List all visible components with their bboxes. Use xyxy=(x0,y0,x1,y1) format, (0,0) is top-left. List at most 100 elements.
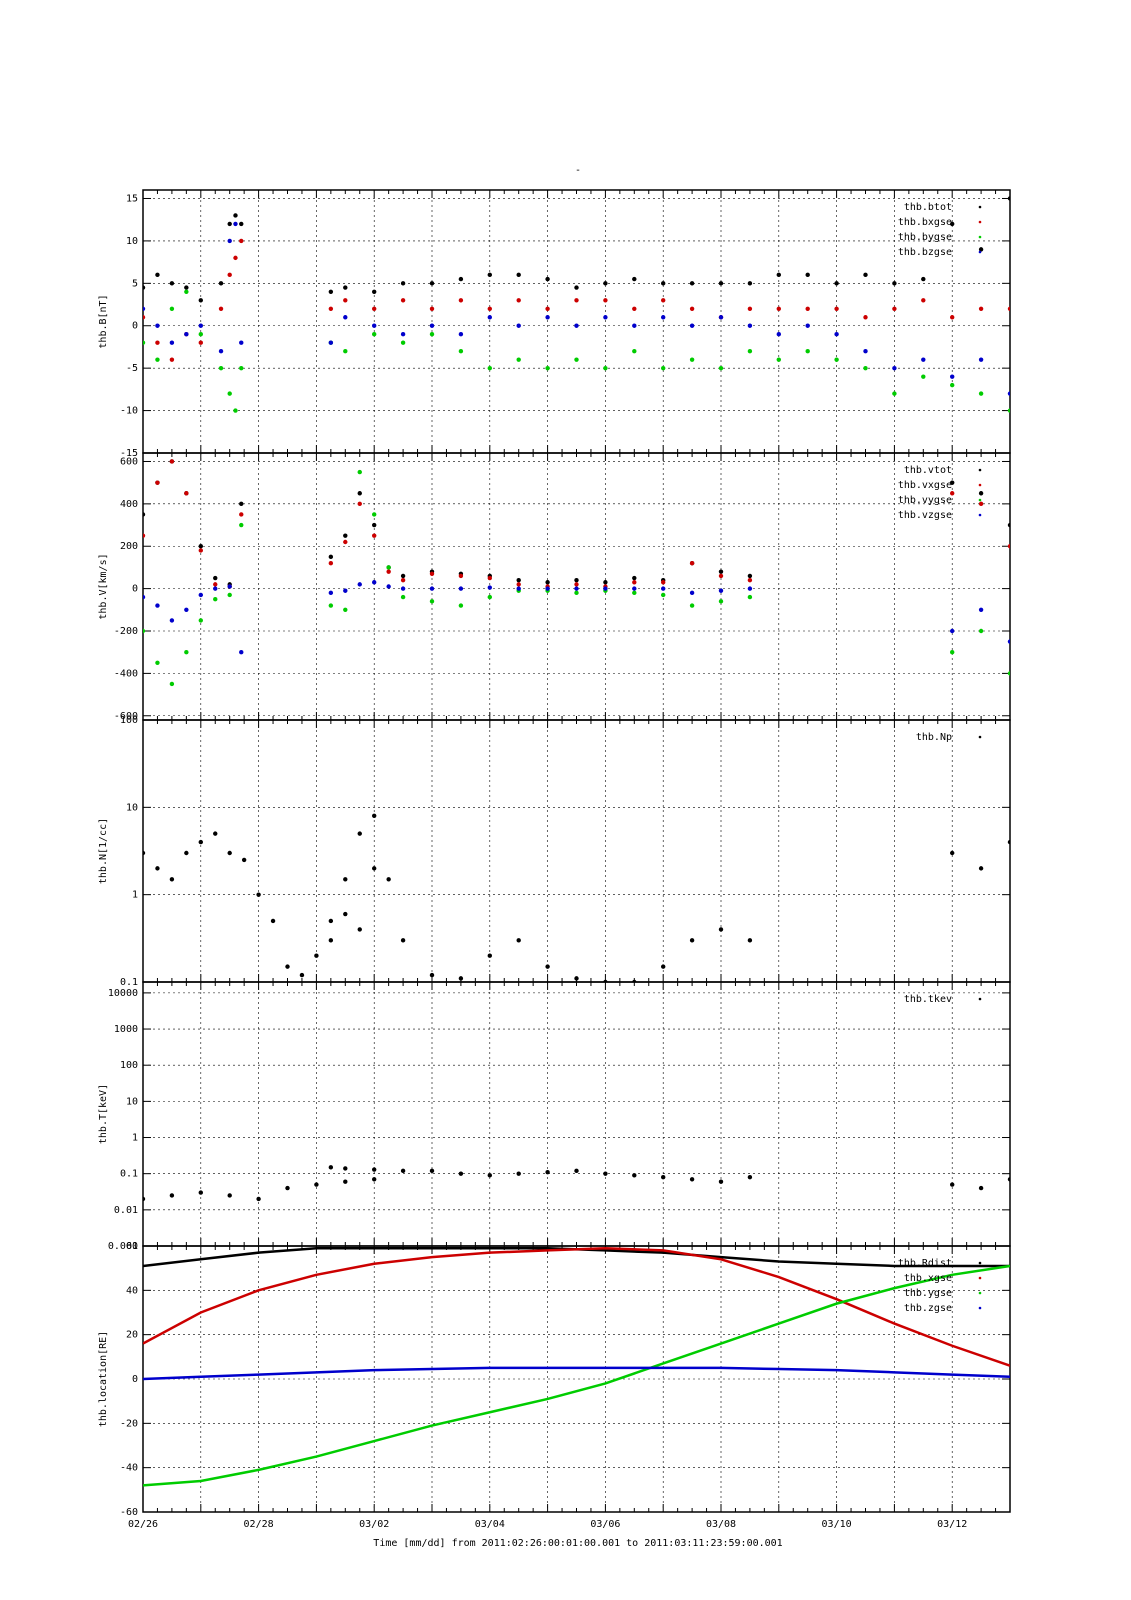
data-point xyxy=(143,512,146,517)
data-point xyxy=(155,866,160,871)
data-point xyxy=(169,681,175,687)
legend-label: thb.bzgse xyxy=(898,247,952,258)
data-point xyxy=(458,976,464,981)
legend-marker xyxy=(978,483,982,487)
data-point xyxy=(343,877,348,882)
data-point xyxy=(950,315,955,320)
data-point xyxy=(805,348,810,354)
data-point xyxy=(184,850,189,856)
data-point xyxy=(718,281,724,286)
data-point xyxy=(632,590,637,596)
data-point xyxy=(632,1173,637,1178)
data-point xyxy=(400,938,406,943)
y-tick-label: 20 xyxy=(126,1330,138,1341)
data-point xyxy=(487,585,492,590)
y-tick-label: 60 xyxy=(126,1241,138,1252)
data-point xyxy=(747,306,753,311)
y-tick-label: 0.01 xyxy=(114,1205,138,1216)
data-point xyxy=(458,1171,464,1176)
data-point xyxy=(863,272,868,278)
legend-marker xyxy=(978,1291,982,1295)
data-point xyxy=(574,298,579,303)
data-point xyxy=(198,548,203,553)
y-tick-label: -20 xyxy=(120,1418,138,1429)
data-point xyxy=(516,272,521,278)
data-point xyxy=(198,839,203,845)
panel-frame xyxy=(142,981,1011,1247)
data-point xyxy=(400,1168,406,1174)
data-point xyxy=(718,573,724,579)
data-point xyxy=(400,577,406,583)
y-axis-label: thb.location[RE] xyxy=(98,1331,109,1427)
data-point xyxy=(328,590,334,596)
data-point xyxy=(218,348,224,354)
data-point xyxy=(458,586,464,591)
y-tick-label: -200 xyxy=(114,626,138,637)
data-point xyxy=(357,501,362,507)
data-point xyxy=(227,1193,232,1198)
y-tick-label: 400 xyxy=(120,499,138,510)
data-point xyxy=(429,306,435,311)
data-point xyxy=(950,1182,955,1187)
y-tick-label: 10000 xyxy=(108,988,138,999)
data-point xyxy=(545,306,550,311)
legend-marker xyxy=(978,513,982,517)
y-axis-label: thb.N[1/cc] xyxy=(98,818,109,884)
data-point xyxy=(386,569,391,574)
data-point xyxy=(545,580,550,585)
data-point xyxy=(143,533,146,538)
data-point xyxy=(328,306,334,311)
data-point xyxy=(950,649,955,655)
data-point xyxy=(718,569,724,574)
data-point xyxy=(239,512,244,517)
data-point xyxy=(574,582,579,587)
data-point xyxy=(458,298,464,303)
data-point xyxy=(372,866,377,871)
data-point xyxy=(429,599,435,604)
data-point xyxy=(892,391,897,396)
data-point xyxy=(834,306,839,311)
data-point xyxy=(169,340,175,345)
data-point xyxy=(718,588,724,593)
data-point xyxy=(357,469,362,475)
y-tick-label: 200 xyxy=(120,541,138,552)
data-point xyxy=(357,927,362,932)
data-point xyxy=(921,357,926,362)
data-point xyxy=(328,1165,334,1170)
y-tick-label: 5 xyxy=(132,278,138,289)
y-tick-label: 1 xyxy=(132,1133,138,1144)
legend-label: thb.xgse xyxy=(904,1273,952,1284)
data-point xyxy=(400,340,406,345)
y-tick-label: -10 xyxy=(120,406,138,417)
data-layer xyxy=(143,196,1010,413)
data-point xyxy=(372,533,377,538)
legend-label: thb.Np xyxy=(916,732,952,743)
legend-marker xyxy=(978,220,982,224)
data-point xyxy=(372,580,377,585)
y-tick-label: 100 xyxy=(120,1060,138,1071)
data-point xyxy=(343,348,348,354)
legend-marker xyxy=(978,498,982,502)
panel-5: 60 40 20 0 -20 -40 -60 thb.location[RE] thb.Rdis… xyxy=(98,1241,1011,1518)
series-thb-bxgse xyxy=(143,238,1010,362)
panel-2: 600 400 200 0 -200 -400 -600 thb.V[km/s] thb.vto… xyxy=(98,452,1011,722)
legend-label: thb.zgse xyxy=(904,1303,952,1314)
data-point xyxy=(270,918,276,924)
data-point xyxy=(718,365,724,371)
data-point xyxy=(747,586,753,591)
data-point xyxy=(227,221,232,227)
data-point xyxy=(689,357,695,362)
legend-marker xyxy=(978,250,982,254)
legend-marker xyxy=(978,1261,982,1265)
legend-label: thb.Rdist xyxy=(898,1258,952,1269)
data-point xyxy=(863,315,868,320)
data-point xyxy=(155,340,160,345)
y-tick-label: 40 xyxy=(126,1285,138,1296)
data-point xyxy=(155,660,160,665)
data-point xyxy=(184,332,189,337)
data-point xyxy=(978,306,984,311)
data-point xyxy=(632,306,637,311)
data-point xyxy=(516,298,521,303)
data-point xyxy=(155,357,160,362)
